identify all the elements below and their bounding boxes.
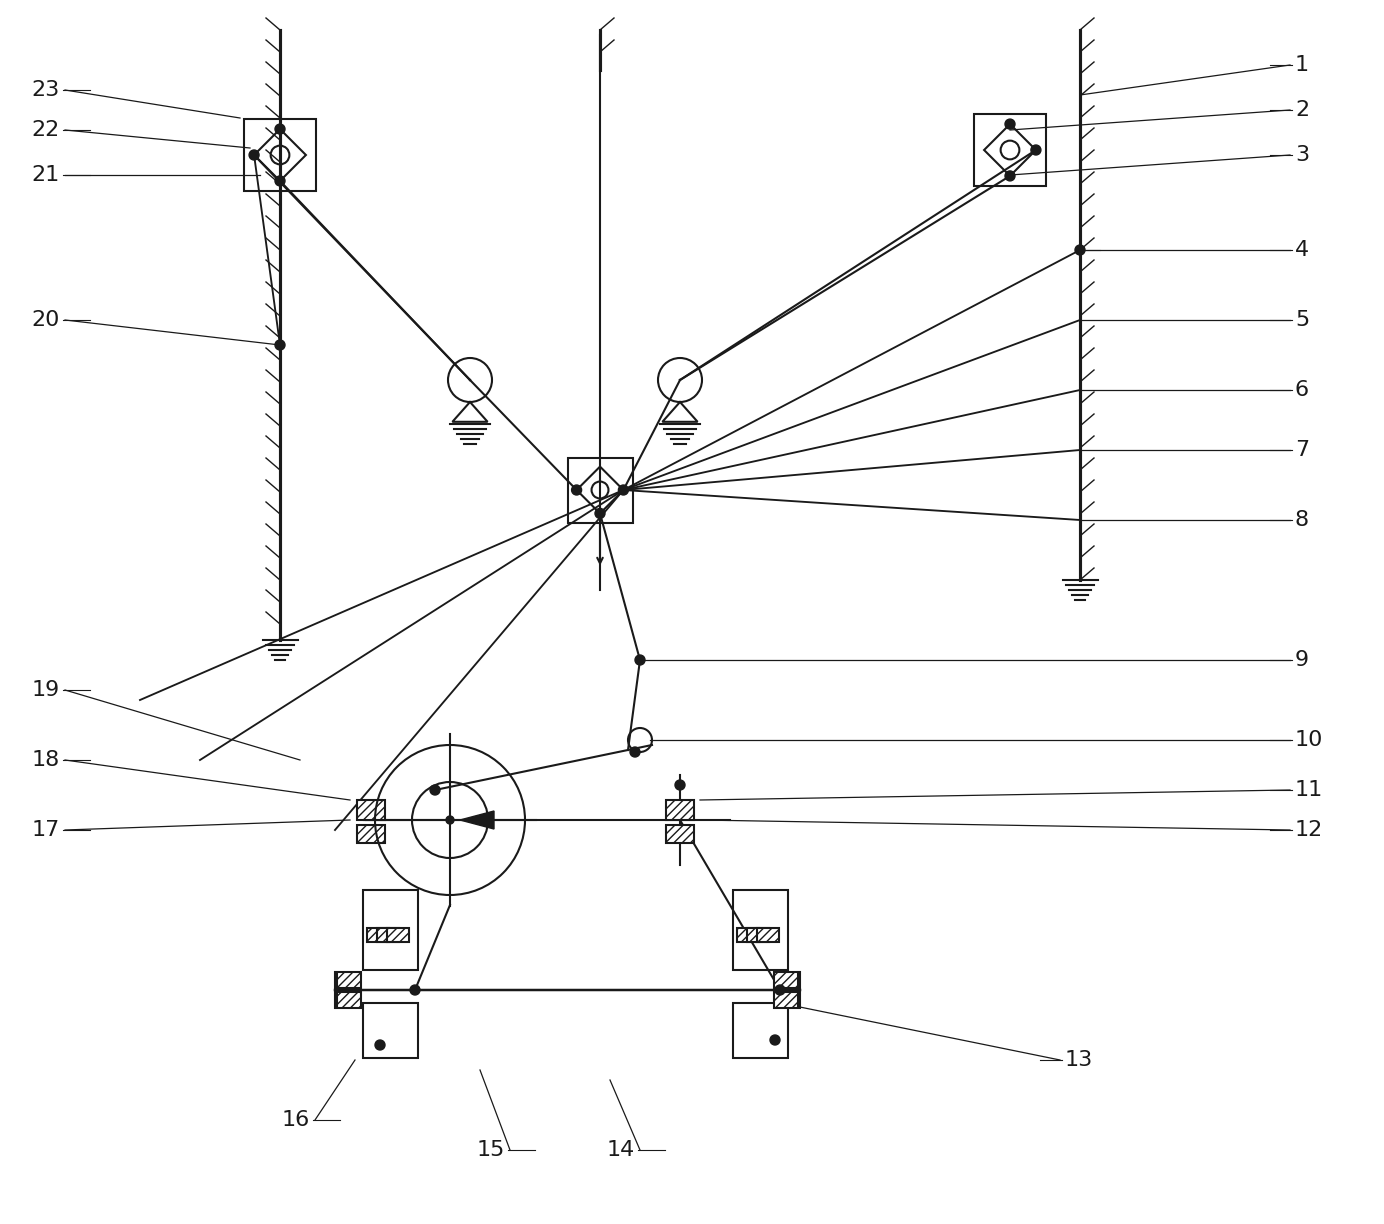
Circle shape (595, 508, 605, 519)
Circle shape (1075, 245, 1085, 255)
Text: 9: 9 (1295, 650, 1309, 670)
Text: 21: 21 (32, 165, 60, 185)
Text: 6: 6 (1295, 379, 1309, 400)
Bar (367, 928, 389, 942)
Bar (774, 972, 799, 988)
Text: 16: 16 (282, 1110, 310, 1130)
Circle shape (1031, 144, 1041, 155)
Circle shape (770, 1036, 781, 1045)
Text: 11: 11 (1295, 780, 1323, 800)
Circle shape (1005, 171, 1014, 181)
Circle shape (275, 340, 285, 350)
Bar (757, 928, 779, 942)
Bar (732, 1002, 787, 1058)
Circle shape (572, 485, 581, 494)
Text: 17: 17 (32, 820, 60, 840)
Circle shape (630, 747, 639, 756)
Circle shape (375, 1040, 385, 1050)
Text: 7: 7 (1295, 439, 1309, 460)
Text: 1: 1 (1295, 55, 1309, 75)
Circle shape (619, 485, 628, 494)
Bar (666, 825, 693, 843)
Circle shape (635, 655, 645, 665)
Bar (363, 890, 418, 969)
Bar (567, 458, 632, 523)
Bar (738, 928, 758, 942)
Text: 19: 19 (32, 681, 60, 700)
Text: 5: 5 (1295, 310, 1309, 330)
Circle shape (410, 985, 419, 995)
Circle shape (675, 780, 685, 789)
Text: 14: 14 (606, 1140, 635, 1160)
Text: 20: 20 (32, 310, 60, 330)
Bar (666, 800, 693, 820)
Bar (336, 972, 361, 988)
Text: 22: 22 (32, 120, 60, 140)
Text: 18: 18 (32, 750, 60, 770)
Text: 3: 3 (1295, 144, 1309, 165)
Bar (774, 991, 799, 1009)
Text: 4: 4 (1295, 240, 1309, 259)
Text: 10: 10 (1295, 730, 1323, 750)
Circle shape (775, 985, 785, 995)
Bar (336, 991, 361, 1009)
Bar (357, 800, 385, 820)
Bar (388, 928, 410, 942)
Text: 12: 12 (1295, 820, 1323, 840)
Text: 2: 2 (1295, 100, 1309, 120)
Circle shape (446, 816, 454, 824)
Text: 13: 13 (1066, 1050, 1093, 1070)
Bar (747, 928, 770, 942)
Circle shape (275, 176, 285, 186)
Circle shape (275, 124, 285, 135)
Circle shape (1005, 119, 1014, 129)
Circle shape (430, 785, 440, 796)
Bar (732, 890, 787, 969)
Text: 23: 23 (32, 80, 60, 100)
Text: 15: 15 (476, 1140, 505, 1160)
Bar (974, 114, 1046, 186)
Bar (363, 1002, 418, 1058)
Circle shape (249, 151, 259, 160)
Bar (357, 825, 385, 843)
Bar (244, 119, 316, 191)
Polygon shape (459, 812, 494, 829)
Text: 8: 8 (1295, 510, 1309, 530)
Bar (376, 928, 399, 942)
